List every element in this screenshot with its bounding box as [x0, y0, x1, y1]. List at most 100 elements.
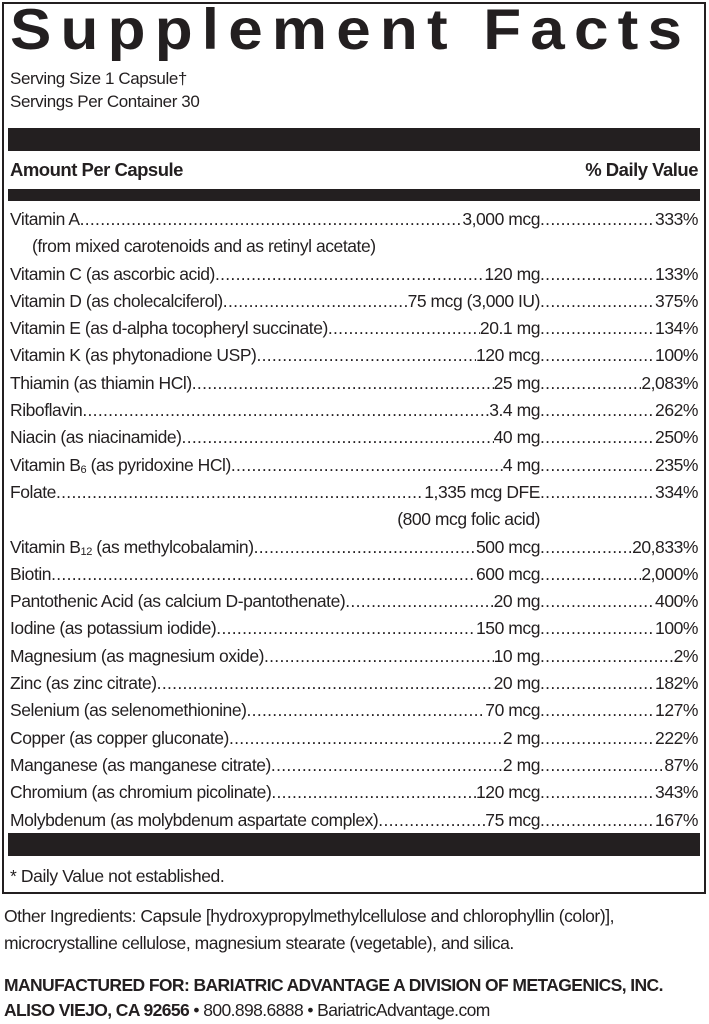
dot-leader	[264, 643, 494, 670]
daily-value: 167%	[655, 809, 698, 830]
dot-leader	[223, 288, 408, 315]
dot-leader	[229, 725, 503, 752]
nutrient-name: Biotin	[10, 563, 52, 584]
nutrient-row: Vitamin C (as ascorbic acid) 120 mg 133%	[10, 261, 698, 288]
nutrient-amount: 2 mg	[502, 727, 540, 748]
dot-leader	[540, 643, 674, 670]
daily-value: 100%	[655, 618, 698, 639]
nutrient-amount: 600 mcg	[476, 563, 540, 584]
nutrient-name: Molybdenum (as molybdenum aspartate comp…	[10, 809, 379, 830]
dot-leader	[215, 261, 484, 288]
nutrient-amount: 150 mcg	[476, 618, 540, 639]
nutrient-row: Riboflavin 3.4 mg 262%	[10, 397, 698, 424]
panel-title: Supplement Facts	[10, 0, 692, 62]
nutrient-row: Thiamin (as thiamin HCl) 25 mg 2,083%	[10, 370, 698, 397]
dot-leader	[540, 342, 655, 369]
dot-leader	[271, 779, 476, 806]
dot-leader	[540, 479, 655, 506]
nutrient-note: (from mixed carotenoids and as retinyl a…	[32, 236, 376, 257]
nutrient-row: Chromium (as chromium picolinate) 120 mcg…	[10, 779, 698, 806]
nutrient-amount: 2 mg	[502, 754, 540, 775]
supplement-facts-panel: Supplement Facts Serving Size 1 Capsule†…	[2, 0, 706, 894]
daily-value: 222%	[655, 727, 698, 748]
nutrient-amount: 20 mg	[493, 591, 540, 612]
nutrient-name: Niacin (as niacinamide)	[10, 427, 182, 448]
nutrient-name: Vitamin A	[10, 209, 80, 229]
nutrient-amount: 120 mg	[484, 263, 540, 284]
manufacturer-line: MANUFACTURED FOR: BARIATRIC ADVANTAGE A …	[4, 975, 663, 995]
dot-leader	[192, 370, 494, 397]
dot-leader	[271, 752, 503, 779]
nutrient-amount: 75 mcg	[485, 809, 540, 830]
nutrient-list: Vitamin A 3,000 mcg 333% (from mixed carote…	[10, 206, 698, 834]
nutrient-note: (800 mcg folic acid)	[397, 509, 540, 530]
nutrient-name: Copper (as copper gluconate)	[10, 727, 229, 748]
daily-value: 2,000%	[641, 563, 698, 584]
daily-value: 2%	[673, 645, 698, 666]
daily-value-header: % Daily Value	[585, 159, 698, 180]
nutrient-subscript: 12	[80, 545, 93, 558]
nutrient-row: Magnesium (as magnesium oxide) 10 mg 2%	[10, 643, 698, 670]
dot-leader	[254, 534, 476, 561]
nutrient-amount: 75 mcg (3,000 IU)	[407, 290, 540, 311]
nutrient-row: Pantothenic Acid (as calcium D-pantothen…	[10, 588, 698, 615]
dot-leader	[56, 479, 424, 506]
nutrient-name: Magnesium (as magnesium oxide)	[10, 645, 264, 666]
dot-leader	[540, 725, 655, 752]
nutrient-amount: 20 mg	[493, 673, 540, 694]
nutrient-name: Folate	[10, 481, 56, 502]
column-header: Amount Per Capsule % Daily Value	[10, 159, 698, 181]
dot-leader	[540, 206, 655, 233]
nutrient-name: Thiamin (as thiamin HCl)	[10, 372, 192, 393]
dot-leader	[216, 615, 476, 642]
dot-leader	[256, 342, 476, 369]
manufacturer-contact: • 800.898.6888 • BariatricAdvantage.com	[189, 1000, 490, 1020]
nutrient-name: Vitamin E (as d-alpha tocopheryl succina…	[10, 318, 328, 339]
serving-size: Serving Size 1 Capsule†	[10, 69, 187, 88]
dot-leader	[540, 697, 655, 724]
dot-leader	[540, 452, 655, 479]
nutrient-amount: 500 mcg	[476, 536, 540, 557]
dot-leader	[378, 807, 485, 834]
nutrient-row: Vitamin B12 (as methylcobalamin) 500 mcg 2…	[10, 534, 698, 561]
nutrient-name: Vitamin K (as phytonadione USP)	[10, 345, 257, 366]
dot-leader	[540, 588, 655, 615]
dot-leader	[231, 452, 503, 479]
dot-leader	[157, 670, 494, 697]
dot-leader	[540, 779, 655, 806]
nutrient-amount: 3.4 mg	[489, 400, 540, 421]
nutrient-name: Zinc (as zinc citrate)	[10, 673, 157, 694]
nutrient-row: Molybdenum (as molybdenum aspartate comp…	[10, 807, 698, 834]
nutrient-amount: 4 mg	[502, 454, 540, 475]
nutrient-row: Copper (as copper gluconate) 2 mg 222%	[10, 725, 698, 752]
dot-leader	[540, 288, 655, 315]
dot-leader	[540, 397, 655, 424]
nutrient-amount: 120 mcg	[476, 345, 540, 366]
nutrient-name: Vitamin B6 (as pyridoxine HCl)	[10, 454, 231, 476]
dot-leader	[540, 670, 655, 697]
daily-value: 127%	[655, 700, 698, 721]
nutrient-name: Vitamin B12 (as methylcobalamin)	[10, 536, 254, 558]
dot-leader	[540, 615, 655, 642]
other-ingredients: Other Ingredients: Capsule [hydroxypropy…	[4, 906, 615, 953]
nutrient-subscript: 6	[80, 463, 87, 476]
nutrient-amount: 10 mg	[493, 645, 540, 666]
nutrient-amount: 70 mcg	[485, 700, 540, 721]
dot-leader	[540, 561, 641, 588]
daily-value: 182%	[655, 673, 698, 694]
dot-leader	[51, 561, 476, 588]
nutrient-name: Iodine (as potassium iodide)	[10, 618, 217, 639]
nutrient-row: Vitamin K (as phytonadione USP) 120 mcg 10…	[10, 342, 698, 369]
daily-value: 235%	[655, 454, 698, 475]
daily-value: 333%	[655, 209, 698, 229]
amount-per-capsule-header: Amount Per Capsule	[10, 159, 183, 180]
dot-leader	[345, 588, 493, 615]
daily-value: 133%	[655, 263, 698, 284]
daily-value: 334%	[655, 481, 698, 502]
manufacturer-address: ALISO VIEJO, CA 92656	[4, 1000, 190, 1020]
nutrient-row: Vitamin E (as d-alpha tocopheryl succina…	[10, 315, 698, 342]
nutrient-amount: 25 mg	[493, 372, 540, 393]
nutrient-row: Zinc (as zinc citrate) 20 mg 182%	[10, 670, 698, 697]
divider-bar	[8, 833, 700, 856]
dot-leader	[82, 397, 489, 424]
